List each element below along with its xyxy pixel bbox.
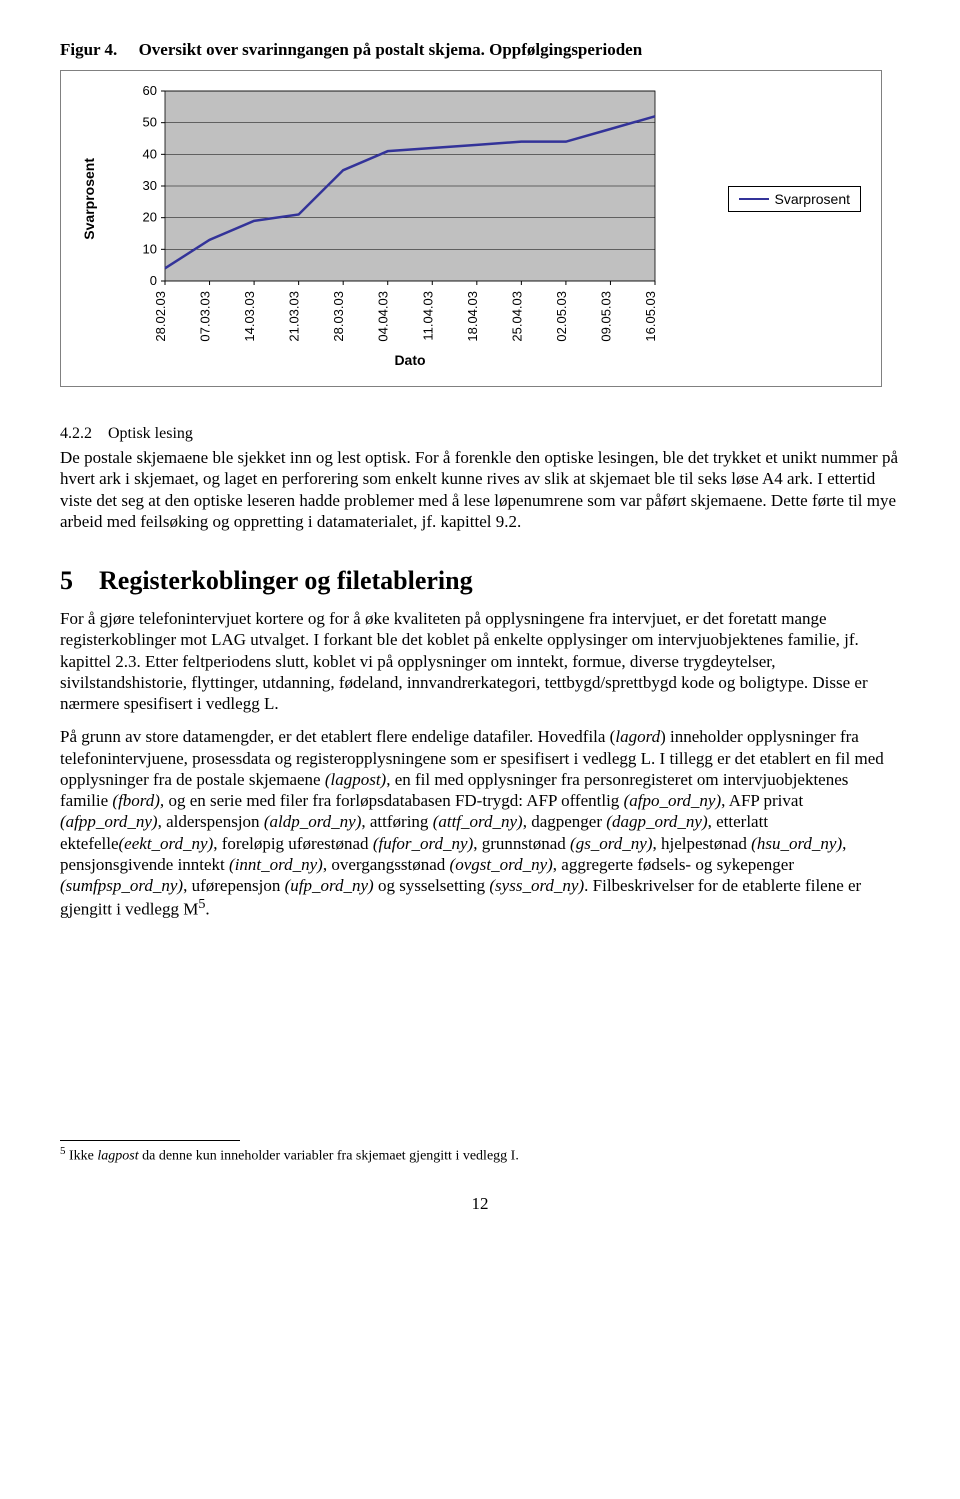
svg-text:02.05.03: 02.05.03 — [554, 291, 569, 342]
y-axis-title: Svarprosent — [81, 158, 97, 240]
svg-text:14.03.03: 14.03.03 — [242, 291, 257, 342]
footnote-text-italic: lagpost — [97, 1149, 138, 1164]
svg-text:30: 30 — [143, 178, 157, 193]
svg-text:07.03.03: 07.03.03 — [198, 291, 213, 342]
figure-caption: Figur 4. Oversikt over svarinngangen på … — [60, 40, 900, 60]
svg-text:60: 60 — [143, 83, 157, 98]
section-5-heading: 5 Registerkoblinger og filetablering — [60, 566, 900, 596]
line-chart: 0 10 20 30 40 50 60 28.02.03 07.03.03 14.03.03 21.… — [105, 81, 665, 371]
footnote-separator — [60, 1140, 240, 1141]
page-number: 12 — [60, 1194, 900, 1214]
figure-text: Oversikt over svarinngangen på postalt s… — [139, 40, 643, 59]
svg-text:09.05.03: 09.05.03 — [598, 291, 613, 342]
chart-legend: Svarprosent — [728, 186, 861, 212]
footnote-5: 5 Ikke lagpost da denne kun inneholder v… — [60, 1145, 900, 1165]
svg-text:11.04.03: 11.04.03 — [420, 291, 435, 341]
section-5-number: 5 — [60, 566, 73, 595]
svg-text:28.03.03: 28.03.03 — [331, 291, 346, 342]
svg-text:21.03.03: 21.03.03 — [287, 291, 302, 342]
footnote-text-b: da denne kun inneholder variabler fra sk… — [139, 1149, 519, 1164]
svg-text:04.04.03: 04.04.03 — [376, 291, 391, 342]
svg-text:16.05.03: 16.05.03 — [643, 291, 658, 342]
footnote-text-a: Ikke — [66, 1149, 98, 1164]
figure-label: Figur 4. — [60, 40, 117, 59]
svg-text:10: 10 — [143, 241, 157, 256]
section-5-p2: På grunn av store datamengder, er det et… — [60, 726, 900, 920]
svg-text:28.02.03: 28.02.03 — [153, 291, 168, 342]
legend-line-icon — [739, 198, 769, 200]
svg-text:0: 0 — [150, 273, 157, 288]
section-4-2-2-heading: 4.2.2 Optisk lesing — [60, 425, 900, 443]
svg-text:25.04.03: 25.04.03 — [509, 291, 524, 342]
svg-text:18.04.03: 18.04.03 — [465, 291, 480, 342]
chart-container: Svarprosent 0 10 20 30 40 50 60 28.02.03 07.03.0… — [60, 70, 882, 387]
section-5-p1: For å gjøre telefonintervjuet kortere og… — [60, 608, 900, 714]
svg-text:20: 20 — [143, 210, 157, 225]
legend-label: Svarprosent — [775, 191, 850, 207]
svg-text:50: 50 — [143, 115, 157, 130]
section-4-2-2-body: De postale skjemaene ble sjekket inn og … — [60, 447, 900, 532]
section-number: 4.2.2 — [60, 425, 92, 442]
svg-text:Dato: Dato — [394, 352, 425, 368]
section-title: Optisk lesing — [108, 425, 193, 442]
section-5-title: Registerkoblinger og filetablering — [99, 566, 473, 595]
svg-text:40: 40 — [143, 146, 157, 161]
